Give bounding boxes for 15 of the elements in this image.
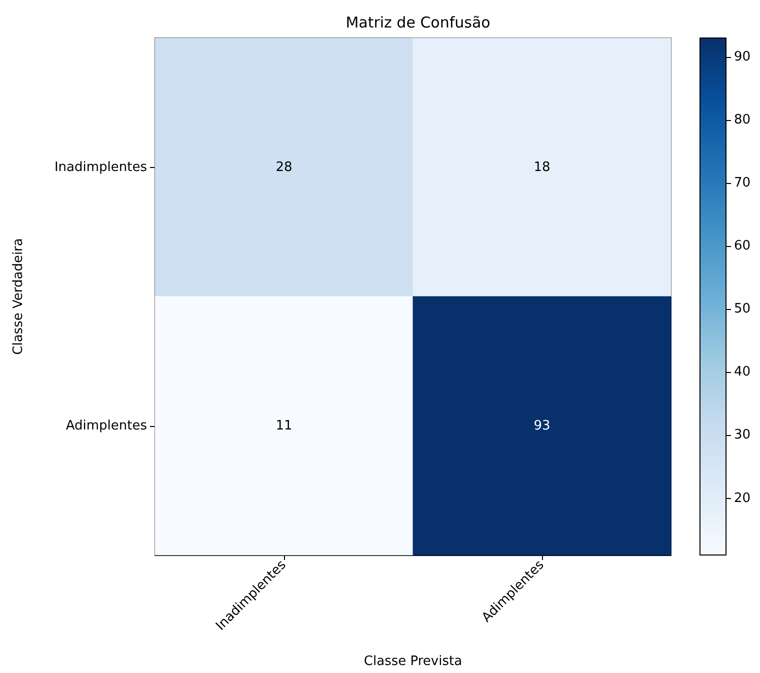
data-label: 28 — [276, 160, 292, 175]
color-bar-label: 70 — [734, 176, 751, 191]
color-bar-label: 80 — [734, 112, 751, 128]
color-bar-label: 60 — [734, 238, 751, 254]
color-bar-label: 40 — [734, 364, 751, 380]
data-label: 93 — [534, 418, 550, 434]
color-bar-label: 50 — [734, 302, 751, 317]
color-bar-label: 20 — [734, 490, 751, 506]
chart-title: Matriz de Confusão — [346, 14, 490, 32]
color-bar-label: 90 — [734, 49, 751, 64]
color-bar-label: 30 — [734, 428, 751, 443]
x-axis-title: Classe Prevista — [364, 654, 462, 669]
data-label: 18 — [534, 160, 550, 175]
y-axis-title: Classe Verdadeira — [11, 238, 26, 355]
data-label: 11 — [276, 418, 292, 434]
